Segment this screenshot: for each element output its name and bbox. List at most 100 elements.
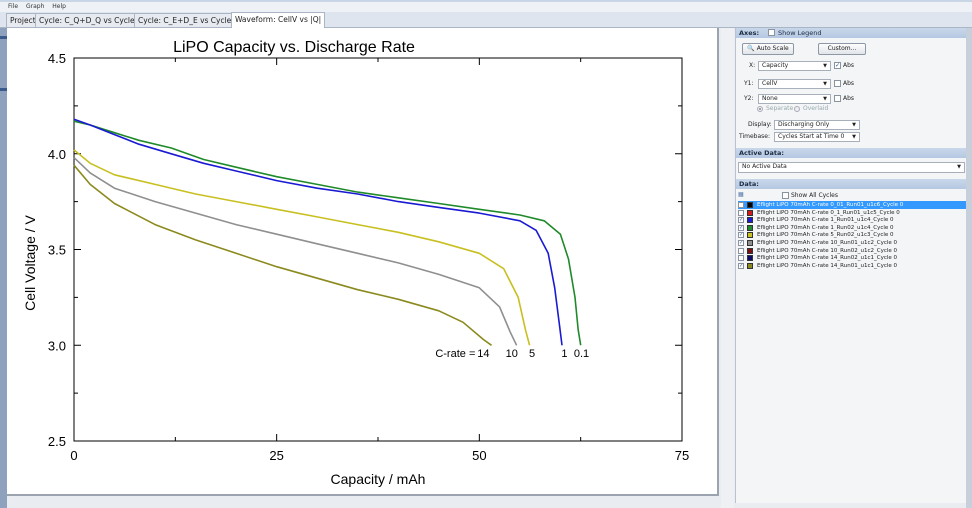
x-abs-checkbox[interactable]: ✓ xyxy=(834,62,841,69)
data-row-label: Eflight LiPO 70mAh C-rate 14_Run01_u1c1_… xyxy=(757,262,898,269)
color-swatch[interactable] xyxy=(747,209,753,216)
display-label: Display: xyxy=(748,121,772,128)
menu-file[interactable]: File xyxy=(8,3,19,10)
side-panel: Axes: Show Legend 🔍 Auto Scale Custom...… xyxy=(735,28,967,503)
y-tick-label: 3.5 xyxy=(48,243,66,258)
y1-abs-checkbox[interactable] xyxy=(834,80,841,87)
x-axis-label: Capacity / mAh xyxy=(331,471,426,487)
active-data-value: No Active Data xyxy=(742,163,787,170)
chevron-down-icon: ▼ xyxy=(852,122,856,128)
chevron-down-icon: ▼ xyxy=(852,134,856,140)
x-tick-label: 50 xyxy=(472,448,486,463)
menu-bar: File Graph Help xyxy=(0,2,972,12)
color-swatch[interactable] xyxy=(747,224,753,231)
y1-abs-label: Abs xyxy=(843,80,855,87)
y2-value: None xyxy=(762,95,778,102)
menu-graph[interactable]: Graph xyxy=(25,3,45,10)
timebase-select[interactable]: Cycles Start at Time 0 ▼ xyxy=(774,132,860,142)
custom-button[interactable]: Custom... xyxy=(818,43,866,55)
y2-abs-checkbox[interactable] xyxy=(834,95,841,102)
data-row-checkbox[interactable]: ✓ xyxy=(738,240,744,246)
auto-scale-label: Auto Scale xyxy=(756,45,789,52)
data-row[interactable]: ✓ Eflight LiPO 70mAh C-rate 1_Run02_u1c4_… xyxy=(738,224,967,232)
series-line xyxy=(73,149,531,346)
data-row-checkbox[interactable] xyxy=(738,247,744,254)
color-swatch[interactable] xyxy=(747,262,753,269)
data-row-label: Eflight LiPO 70mAh C-rate 10_Run02_u1c2_… xyxy=(757,247,898,254)
tab-waveform[interactable]: Waveform: CellV vs |Q| xyxy=(231,12,326,28)
data-row-label: Eflight LiPO 70mAh C-rate 10_Run01_u1c2_… xyxy=(757,240,898,246)
active-data-select[interactable]: No Active Data ▼ xyxy=(738,162,965,173)
data-row[interactable]: Eflight LiPO 70mAh C-rate 0_1_Run01_u1c5… xyxy=(738,209,967,217)
timebase-value: Cycles Start at Time 0 xyxy=(778,133,845,140)
data-row[interactable]: Eflight LiPO 70mAh C-rate 14_Run02_u1c1_… xyxy=(738,254,967,262)
x-axis-select[interactable]: Capacity ▼ xyxy=(758,61,831,71)
color-swatch[interactable] xyxy=(747,217,753,224)
color-swatch[interactable] xyxy=(747,255,753,262)
data-row-checkbox[interactable]: ✓ xyxy=(738,232,744,239)
series-line xyxy=(73,120,582,346)
series-line xyxy=(73,164,492,346)
data-row-checkbox[interactable] xyxy=(738,202,744,208)
expand-icon[interactable]: ▦ xyxy=(738,191,744,198)
series-line xyxy=(73,157,518,346)
data-row-checkbox[interactable] xyxy=(738,209,744,216)
menu-help[interactable]: Help xyxy=(52,3,66,10)
y2-select[interactable]: None ▼ xyxy=(758,94,831,104)
color-swatch[interactable] xyxy=(747,240,753,246)
splitter[interactable] xyxy=(721,28,734,508)
tab-cycle-energy[interactable]: Cycle: C_E+D_E vs Cycle # xyxy=(134,13,244,27)
chevron-down-icon: ▼ xyxy=(823,96,827,102)
y2-abs-label: Abs xyxy=(843,95,855,102)
color-swatch[interactable] xyxy=(747,247,753,254)
data-row-label: Eflight LiPO 70mAh C-rate 5_Run02_u1c3_C… xyxy=(757,232,894,239)
color-swatch[interactable] xyxy=(747,232,753,239)
data-row[interactable]: ✓ Eflight LiPO 70mAh C-rate 5_Run02_u1c3_… xyxy=(738,231,967,239)
y-tick-label: 3.0 xyxy=(48,338,66,353)
overlaid-label: Overlaid xyxy=(803,105,829,112)
c-rate-label: 5 xyxy=(529,348,535,360)
c-rate-label: 1 xyxy=(561,348,567,360)
data-row-checkbox[interactable]: ✓ xyxy=(738,217,744,224)
separate-radio[interactable] xyxy=(757,106,763,112)
data-row-label: Eflight LiPO 70mAh C-rate 14_Run02_u1c1_… xyxy=(757,255,898,262)
axes-header-label: Axes: xyxy=(739,29,760,37)
display-select[interactable]: Discharging Only ▼ xyxy=(774,120,860,130)
show-all-cycles-checkbox[interactable] xyxy=(782,192,789,199)
x-abs-label: Abs xyxy=(843,62,855,69)
overlaid-radio[interactable] xyxy=(794,106,800,112)
timebase-label: Timebase: xyxy=(739,133,771,140)
show-legend-label: Show Legend xyxy=(778,29,822,37)
data-row[interactable]: ✓ Eflight LiPO 70mAh C-rate 1_Run01_u1c4_… xyxy=(738,216,967,224)
c-rate-label: 10 xyxy=(506,348,518,360)
data-row-checkbox[interactable]: ✓ xyxy=(738,262,744,269)
data-row-label: Eflight LiPO 70mAh C-rate 0_1_Run01_u1c5… xyxy=(757,209,900,216)
data-row[interactable]: Eflight LiPO 70mAh C-rate 0_01_Run01_u1c… xyxy=(738,201,967,209)
display-value: Discharging Only xyxy=(778,121,830,128)
plot-frame xyxy=(73,57,683,442)
chevron-down-icon: ▼ xyxy=(957,164,961,170)
data-row-checkbox[interactable]: ✓ xyxy=(738,224,744,231)
auto-scale-button[interactable]: 🔍 Auto Scale xyxy=(742,43,794,55)
data-header: Data: xyxy=(736,179,967,189)
c-rate-label: 0.1 xyxy=(574,348,589,360)
data-row[interactable]: Eflight LiPO 70mAh C-rate 10_Run02_u1c2_… xyxy=(738,247,967,255)
color-swatch[interactable] xyxy=(747,202,753,208)
data-row[interactable]: ✓ Eflight LiPO 70mAh C-rate 10_Run01_u1c2… xyxy=(738,239,967,247)
chevron-down-icon: ▼ xyxy=(823,81,827,87)
x-axis-field-label: X: xyxy=(749,62,756,69)
left-dock-strip xyxy=(0,28,7,508)
data-row-label: Eflight LiPO 70mAh C-rate 1_Run01_u1c4_C… xyxy=(757,217,894,224)
data-row[interactable]: ✓ Eflight LiPO 70mAh C-rate 14_Run01_u1c1… xyxy=(738,262,967,270)
y1-field-label: Y1: xyxy=(744,80,754,87)
tab-cycle-charge[interactable]: Cycle: C_Q+D_Q vs Cycle # xyxy=(35,13,148,27)
data-row-checkbox[interactable] xyxy=(738,255,744,262)
active-data-header: Active Data: xyxy=(736,148,967,158)
y1-select[interactable]: CellV ▼ xyxy=(758,79,831,89)
show-legend-checkbox[interactable] xyxy=(768,29,775,36)
chart-panel[interactable]: LiPO Capacity vs. Discharge Rate 0 25 50 75… xyxy=(7,28,719,496)
y-tick-label: 2.5 xyxy=(48,434,66,449)
dock-marker xyxy=(0,36,7,39)
chart-svg[interactable]: LiPO Capacity vs. Discharge Rate 0 25 50 75… xyxy=(7,28,719,496)
